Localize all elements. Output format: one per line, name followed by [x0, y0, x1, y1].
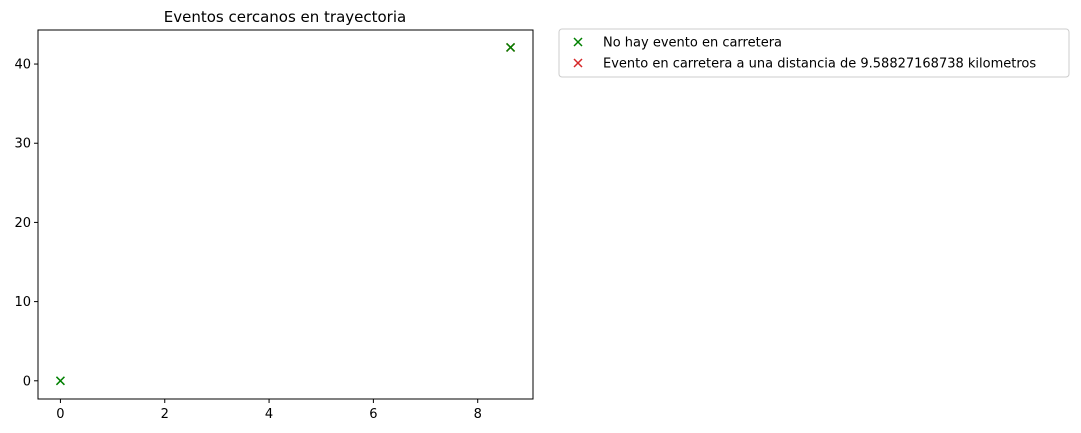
y-tick-label: 0 — [23, 374, 31, 389]
x-tick-label: 6 — [369, 407, 377, 422]
legend-marker — [573, 58, 583, 68]
y-tick-label: 20 — [14, 216, 31, 231]
data-point — [55, 376, 65, 386]
legend: No hay evento en carretera Evento en carr… — [558, 28, 1070, 78]
legend-frame — [558, 28, 1070, 78]
legend-entry-label: No hay evento en carretera — [603, 36, 782, 51]
legend-marker — [573, 37, 583, 47]
y-axis: 0 10 20 30 40 — [14, 58, 38, 389]
plot-area — [55, 42, 516, 386]
x-tick-label: 0 — [56, 407, 64, 422]
x-axis: 0 2 4 6 8 — [56, 399, 482, 422]
chart-title: Eventos cercanos en trayectoria — [164, 8, 406, 26]
x-tick-label: 8 — [474, 407, 482, 422]
x-tick-label: 4 — [265, 407, 273, 422]
y-tick-label: 40 — [14, 58, 31, 73]
x-tick-label: 2 — [161, 407, 169, 422]
data-point — [506, 42, 516, 52]
axes-frame — [37, 29, 534, 400]
y-tick-label: 30 — [14, 137, 31, 152]
legend-entry-label: Evento en carretera a una distancia de 9… — [603, 57, 1036, 72]
y-tick-label: 10 — [14, 295, 31, 310]
